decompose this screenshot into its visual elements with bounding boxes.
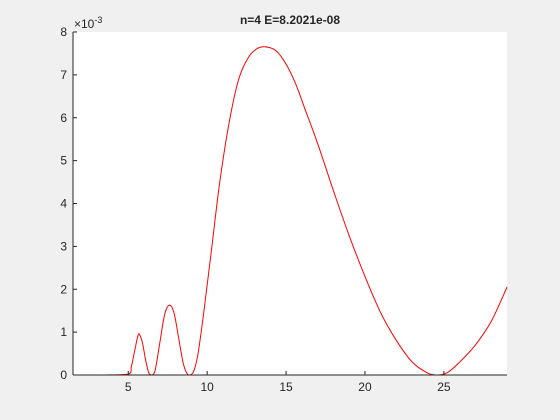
y-tick-label: 4 xyxy=(60,197,67,211)
y-tick-label: 8 xyxy=(60,25,67,39)
y-tick-label: 7 xyxy=(60,68,67,82)
y-tick-label: 5 xyxy=(60,154,67,168)
y-tick-label: 2 xyxy=(60,282,67,296)
x-tick-label: 20 xyxy=(358,380,372,394)
y-tick-label: 6 xyxy=(60,111,67,125)
y-exponent-label: ×10-3 xyxy=(74,15,102,31)
y-exponent-base: ×10 xyxy=(74,17,95,31)
x-tick-label: 15 xyxy=(279,380,293,394)
y-axis: 0 1 2 3 4 5 6 7 8 xyxy=(60,25,77,382)
x-tick-label: 5 xyxy=(125,380,132,394)
plot-area xyxy=(73,46,508,376)
x-tick-label: 10 xyxy=(200,380,214,394)
series-line xyxy=(73,46,508,376)
y-tick-label: 0 xyxy=(60,368,67,382)
x-axis: 5 10 15 20 25 xyxy=(125,371,451,394)
axes-background xyxy=(73,32,507,375)
x-tick-label: 25 xyxy=(437,380,451,394)
y-exponent-power: -3 xyxy=(94,15,102,25)
y-tick-label: 3 xyxy=(60,239,67,253)
chart-title: n=4 E=8.2021e-08 xyxy=(240,13,340,27)
y-tick-label: 1 xyxy=(60,325,67,339)
